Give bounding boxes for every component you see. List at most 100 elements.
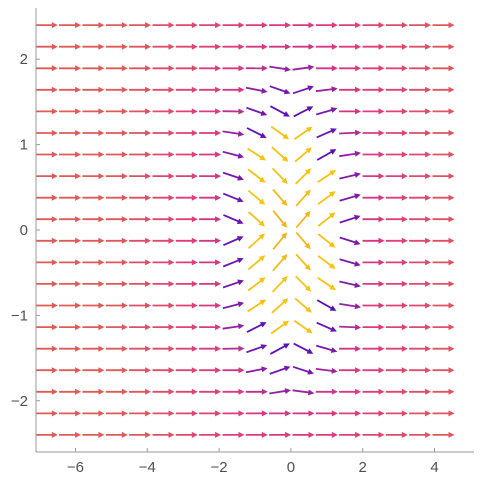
vector-arrow [317, 277, 334, 289]
vector-arrowhead [425, 345, 432, 352]
y-tick-label: 0 [20, 222, 28, 239]
axes [35, 8, 474, 453]
vector-arrowhead [51, 388, 58, 395]
vector-arrowhead [401, 324, 408, 331]
vector-arrowhead [215, 151, 222, 158]
vector-arrowhead [98, 302, 105, 309]
vector-arrowhead [121, 431, 128, 438]
vector-arrow [316, 150, 334, 161]
vector-arrowhead [329, 284, 336, 291]
vector-arrowhead [425, 65, 432, 72]
vector-arrowhead [425, 86, 432, 93]
vector-arrowhead [215, 410, 222, 417]
vector-arrowhead [305, 147, 312, 154]
vector-arrowhead [448, 431, 455, 438]
vector-arrowhead [448, 280, 455, 287]
vector-arrow [295, 191, 309, 207]
vector-arrowhead [145, 130, 152, 136]
vector-arrow [339, 173, 358, 180]
vector-arrowhead [121, 388, 128, 395]
vector-arrowhead [284, 388, 291, 394]
vector-arrowhead [425, 108, 432, 115]
vector-arrowhead [215, 431, 222, 438]
vector-arrowhead [378, 43, 385, 50]
vector-arrowhead [304, 285, 312, 292]
vector-arrowhead [215, 173, 222, 180]
vector-arrow [269, 65, 288, 71]
vector-arrowhead [191, 22, 198, 29]
vector-arrow [269, 344, 287, 355]
vector-arrowhead [51, 130, 58, 136]
vector-arrowhead [75, 130, 82, 136]
vector-arrowhead [425, 324, 432, 331]
vector-arrowhead [355, 86, 362, 93]
vector-arrowhead [328, 212, 336, 219]
vector-arrowhead [75, 367, 82, 374]
vector-arrowhead [307, 368, 314, 375]
vector-arrowhead [237, 152, 245, 159]
vector-arrowhead [355, 129, 362, 136]
vector-arrowhead [121, 216, 128, 223]
vector-arrowhead [98, 259, 105, 266]
vector-arrowhead [121, 130, 128, 136]
vector-arrowhead [191, 108, 198, 115]
vector-arrowhead [425, 173, 432, 180]
vector-arrow [293, 342, 311, 353]
vector-arrowhead [215, 194, 222, 201]
vector-arrow [222, 325, 241, 330]
vector-arrowhead [329, 263, 336, 269]
vector-arrow [222, 171, 241, 180]
vector-arrow [316, 299, 334, 310]
vector-arrowhead [51, 43, 58, 50]
vector-arrowhead [354, 172, 361, 178]
vector-arrow [222, 258, 241, 268]
vector-arrow [272, 256, 286, 272]
vector-arrowhead [51, 345, 58, 352]
vector-arrowhead [145, 280, 152, 287]
vector-arrowhead [448, 345, 455, 352]
vector-arrowhead [283, 88, 291, 95]
vector-arrowhead [401, 280, 408, 287]
vector-arrow [315, 368, 334, 372]
vector-arrowhead [285, 431, 292, 438]
vector-arrowhead [121, 324, 128, 331]
vector-arrowhead [282, 133, 290, 140]
vector-arrow [292, 389, 311, 394]
vector-arrow [271, 300, 286, 314]
vector-arrowhead [378, 431, 385, 438]
vector-arrow [339, 216, 358, 224]
vector-arrow [317, 233, 333, 246]
vector-arrowhead [308, 431, 315, 438]
vector-arrowhead [401, 431, 408, 438]
vector-arrowhead [98, 173, 105, 180]
vector-arrowhead [51, 410, 58, 417]
vector-arrow [339, 280, 358, 287]
vector-arrowhead [330, 128, 337, 134]
vector-arrowhead [191, 237, 198, 244]
vector-arrowhead [215, 65, 222, 72]
vector-arrowhead [75, 388, 82, 395]
vector-arrowhead [448, 194, 455, 201]
vector-arrowhead [98, 388, 105, 395]
vector-arrow [272, 234, 286, 250]
vector-arrowhead [238, 65, 245, 72]
vector-arrow [339, 236, 358, 244]
vector-arrowhead [168, 431, 175, 438]
vector-arrowhead [145, 65, 152, 72]
vector-arrow [246, 127, 264, 137]
vector-arrow [339, 303, 358, 308]
vector-arrowhead [308, 43, 315, 50]
vector-arrowhead [191, 151, 198, 158]
vector-arrowhead [355, 367, 362, 374]
vector-arrowhead [281, 276, 288, 283]
vector-arrowhead [168, 108, 175, 115]
vector-arrowhead [168, 65, 175, 72]
vector-arrowhead [237, 279, 244, 286]
vector-arrowhead [51, 280, 58, 287]
x-tick-label: 0 [287, 459, 295, 476]
vector-arrow [293, 128, 310, 140]
vector-arrowhead [448, 86, 455, 93]
vector-arrowhead [401, 302, 408, 309]
vector-arrowhead [121, 86, 128, 93]
vector-arrow [339, 325, 358, 329]
